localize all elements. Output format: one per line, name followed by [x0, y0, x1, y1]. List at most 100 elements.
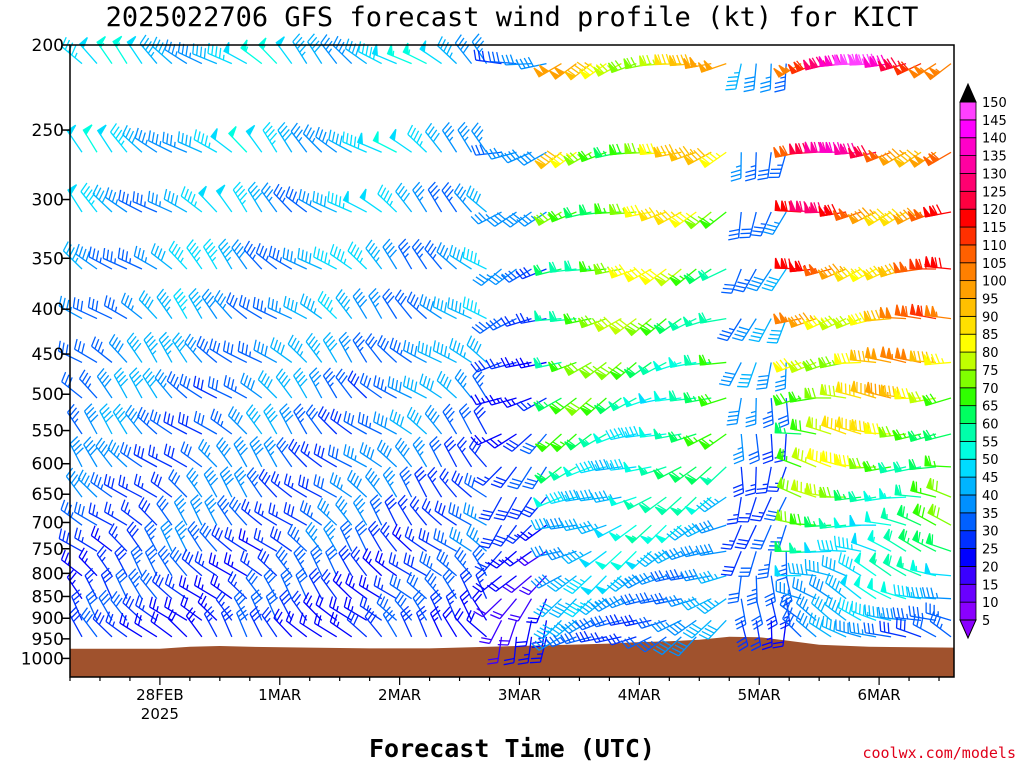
barb-full — [297, 247, 300, 259]
barb-full — [741, 373, 752, 376]
barb-full — [288, 188, 294, 200]
barb-full — [454, 546, 462, 557]
barb-full — [572, 518, 579, 529]
wind-barb — [534, 433, 562, 453]
barb-full — [295, 129, 303, 139]
barb-full — [517, 661, 529, 665]
barb-full — [154, 245, 160, 256]
barb-full — [171, 43, 176, 55]
barb-full — [187, 336, 194, 347]
wind-barb — [308, 367, 323, 399]
barb-pennant — [885, 307, 893, 319]
barb-half — [285, 582, 291, 588]
barb-full — [308, 567, 318, 577]
barb-full — [669, 549, 677, 559]
barb-full — [848, 558, 853, 570]
barb-full — [157, 545, 166, 555]
barb-full — [703, 601, 713, 610]
barb-full — [87, 297, 91, 308]
barb-full — [429, 436, 438, 445]
barb-full — [416, 605, 426, 614]
barb-full — [660, 272, 670, 280]
barb-staff — [758, 318, 772, 342]
barb-full — [410, 127, 417, 138]
wind-barb — [359, 372, 383, 399]
barb-full — [138, 130, 143, 141]
barb-staff — [186, 475, 203, 498]
wind-barb — [717, 318, 742, 342]
barb-half — [774, 221, 780, 225]
barb-full — [317, 290, 324, 301]
wind-barb — [193, 375, 218, 399]
barb-full — [902, 151, 912, 160]
wind-barb — [437, 36, 458, 65]
barb-half — [554, 472, 560, 478]
wind-barb — [199, 522, 218, 552]
barb-full — [310, 370, 320, 380]
barb-pennant — [579, 369, 591, 379]
barb-staff — [112, 411, 128, 435]
barb-full — [335, 133, 339, 145]
wind-barb — [140, 569, 158, 600]
wind-barb — [725, 63, 742, 91]
barb-full — [383, 190, 390, 201]
barb-full — [111, 299, 115, 310]
wind-barb — [313, 474, 338, 498]
wind-barb — [83, 436, 98, 468]
barb-full — [660, 145, 667, 156]
wind-barb — [699, 466, 727, 486]
barb-half — [404, 253, 409, 258]
barb-half — [359, 346, 364, 352]
barb-full — [322, 367, 331, 377]
barb-full — [332, 35, 339, 46]
barb-staff — [388, 561, 412, 577]
wind-barb — [545, 491, 577, 505]
barb-full — [595, 65, 605, 74]
barb-half — [670, 211, 676, 217]
barb-half — [839, 265, 844, 271]
barb-half — [603, 207, 607, 214]
barb-full — [76, 298, 80, 310]
barb-full — [267, 410, 276, 420]
wind-barb — [103, 473, 128, 498]
barb-staff — [149, 419, 173, 435]
barb-full — [508, 215, 518, 223]
barb-staff — [880, 616, 907, 622]
barb-full — [69, 407, 78, 417]
barb-full — [359, 595, 364, 606]
barb-full — [762, 231, 774, 235]
wind-barb — [295, 567, 308, 599]
barb-full — [379, 442, 386, 453]
barb-half — [459, 513, 462, 519]
barb-full — [724, 565, 735, 569]
barb-full — [605, 615, 612, 626]
barb-staff — [345, 48, 368, 65]
barb-pennant — [578, 261, 587, 273]
barb-full — [778, 423, 789, 429]
barb-full — [327, 548, 336, 557]
barb-pennant — [802, 265, 813, 277]
barb-staff — [641, 619, 667, 629]
barb-full — [469, 527, 475, 538]
barb-staff — [754, 466, 757, 493]
barb-full — [635, 593, 642, 604]
barb-staff — [382, 614, 398, 638]
barb-full — [341, 524, 351, 533]
barb-staff — [595, 496, 622, 503]
barb-full — [833, 620, 836, 632]
wind-barb — [911, 530, 937, 552]
barb-half — [327, 48, 333, 54]
barb-full — [777, 541, 782, 552]
wind-barb — [472, 590, 488, 621]
barb-full — [515, 313, 522, 324]
wind-barb — [548, 261, 577, 273]
barb-full — [199, 522, 206, 533]
chart-title: 2025022706 GFS forecast wind profile (kt… — [105, 2, 919, 33]
wind-barb — [695, 543, 727, 556]
barb-full — [99, 549, 107, 559]
barb-full — [243, 240, 251, 251]
barb-half — [869, 209, 874, 214]
barb-full — [207, 376, 211, 387]
barb-full — [655, 468, 665, 477]
barb-full — [126, 332, 135, 342]
